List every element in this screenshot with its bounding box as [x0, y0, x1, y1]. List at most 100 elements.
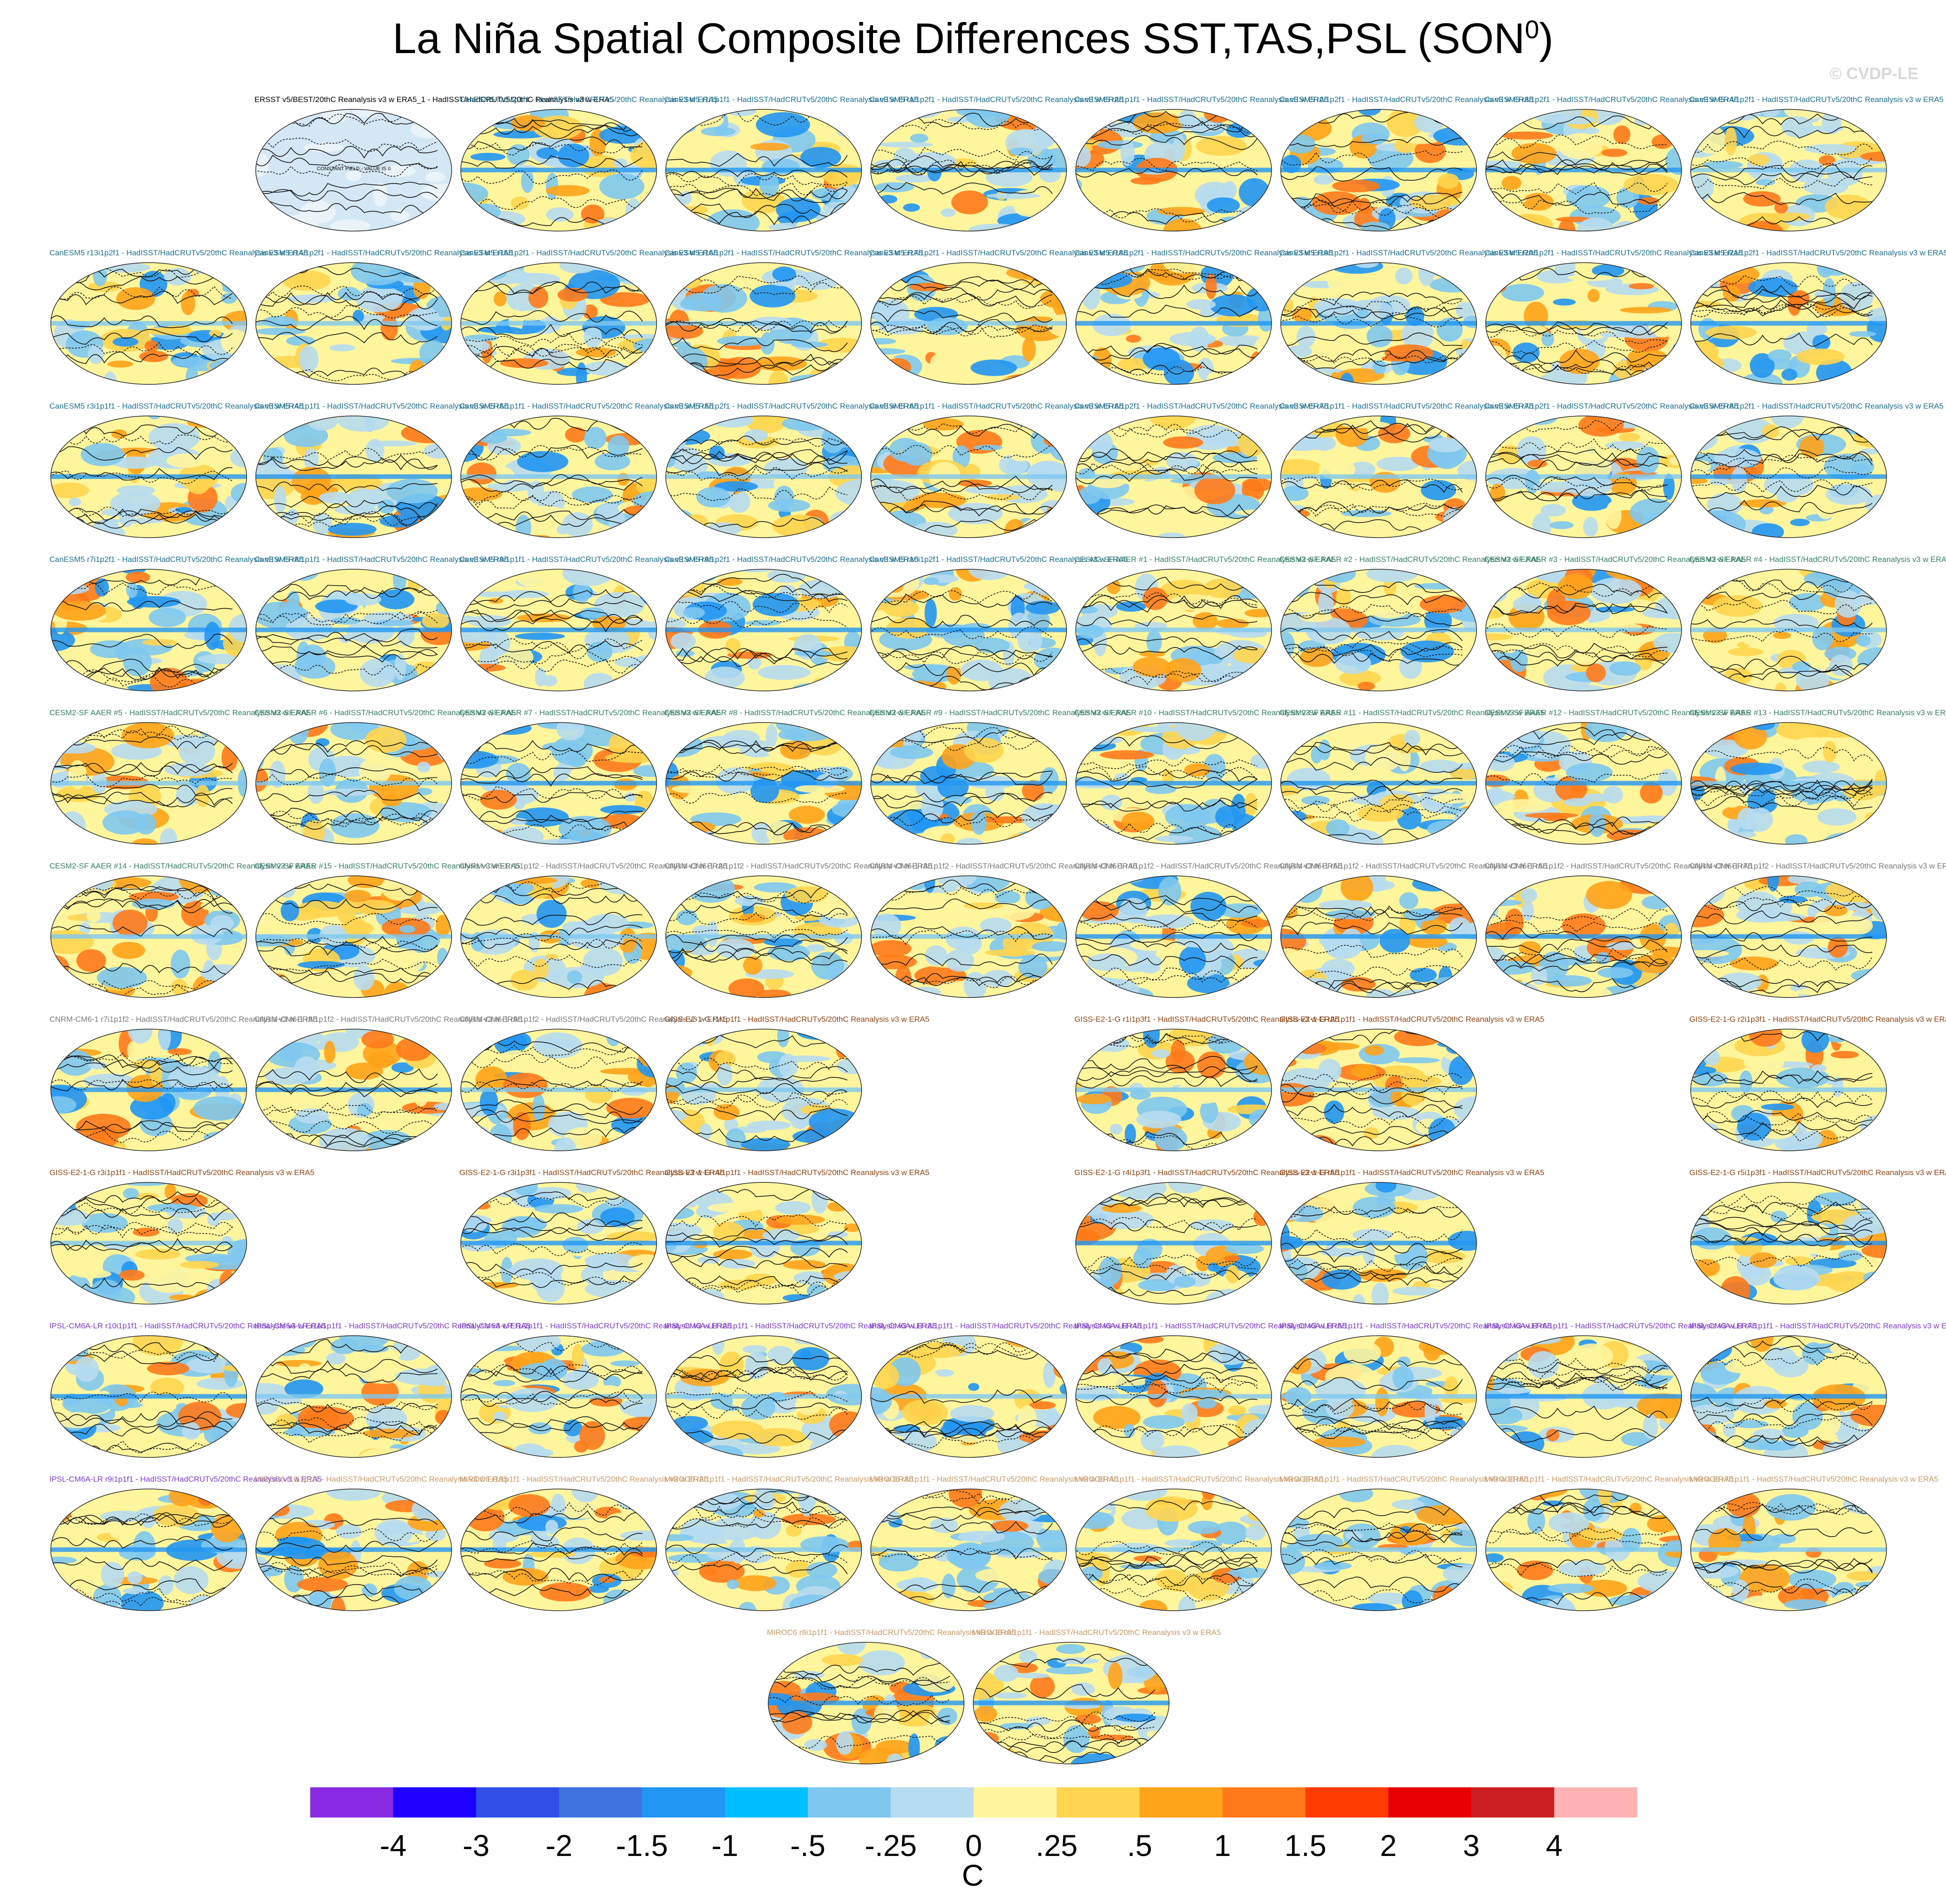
- panel-label: CESM2-SF AAER #4 - HadISST/HadCRUTv5/20t…: [1689, 555, 1946, 564]
- panel-label: CanESM5 r9i1p2f1 - HadISST/HadCRUTv5/20t…: [664, 555, 919, 564]
- panel-label: CanESM5 r17i1p2f1 - HadISST/HadCRUTv5/20…: [869, 248, 1128, 257]
- globe-map: [1690, 1335, 1887, 1458]
- map-panel: CanESM5 r2i1p1f1 - HadISST/HadCRUTv5/20t…: [1074, 95, 1329, 246]
- panel-label: CanESM5 r7i1p1f1 - HadISST/HadCRUTv5/20t…: [1279, 402, 1534, 410]
- globe-map: [665, 1335, 862, 1458]
- map-panel: CanESM5 r8i1p1f1 - HadISST/HadCRUTv5/20t…: [254, 555, 509, 706]
- globe-map: [460, 415, 657, 538]
- globe-map: [50, 569, 247, 691]
- map-panel: CNRM-CM6-1 r5i1p1f2 - HadISST/HadCRUTv5/…: [1279, 862, 1547, 1013]
- globe-map: [870, 262, 1067, 385]
- globe-map: [460, 875, 657, 998]
- globe-map: [1690, 722, 1887, 845]
- map-panel: GISS-E2-1-G r5i1p3f1 - HadISST/HadCRUTv5…: [1689, 1168, 1946, 1319]
- globe-map: [1280, 1335, 1477, 1458]
- map-panel: CESM2-SF AAER #13 - HadISST/HadCRUTv5/20…: [1689, 708, 1946, 859]
- map-panel: CanESM5 r20i1p2f1 - HadISST/HadCRUTv5/20…: [1484, 248, 1743, 399]
- panel-label: IPSL-CM6A-LR r3i1p1f1 - HadISST/HadCRUTv…: [869, 1321, 1142, 1330]
- map-panel: GISS-E2-1-G r3i1p1f1 - HadISST/HadCRUTv5…: [49, 1168, 314, 1319]
- map-panel: CESM2-SF AAER #6 - HadISST/HadCRUTv5/20t…: [254, 708, 516, 859]
- panel-label: MIROC6 r9i1p1f1 - HadISST/HadCRUTv5/20th…: [972, 1628, 1221, 1637]
- map-panel: IPSL-CM6A-LR r4i1p1f1 - HadISST/HadCRUTv…: [1074, 1321, 1347, 1472]
- globe-map: [460, 722, 657, 845]
- panel-label: CNRM-CM6-1 r2i1p1f2 - HadISST/HadCRUTv5/…: [664, 862, 933, 870]
- panel-label: CanESM5 r4i1p1f1 - HadISST/HadCRUTv5/20t…: [254, 402, 509, 410]
- panel-label: CanESM5 r18i1p2f1 - HadISST/HadCRUTv5/20…: [1074, 248, 1333, 257]
- panel-label: GISS-E2-1-G r1i1p1f1 - HadISST/HadCRUTv5…: [664, 1015, 930, 1024]
- panel-label: MIROC6 r4i1p1f1 - HadISST/HadCRUTv5/20th…: [1074, 1475, 1324, 1483]
- map-panel: CanESM5 r14i1p2f1 - HadISST/HadCRUTv5/20…: [254, 248, 513, 399]
- map-panel: CanESM5 r4i1p1f1 - HadISST/HadCRUTv5/20t…: [254, 402, 509, 553]
- panel-label: GISS-E2-1-G r5i1p3f1 - HadISST/HadCRUTv5…: [1689, 1168, 1946, 1177]
- panel-label: CanESM5 r5i1p2f1 - HadISST/HadCRUTv5/20t…: [664, 402, 919, 410]
- colorbar-swatch: [393, 1787, 476, 1818]
- panel-label: CESM2-SF AAER #1 - HadISST/HadCRUTv5/20t…: [1074, 555, 1336, 564]
- panel-label: CESM2-SF AAER #11 - HadISST/HadCRUTv5/20…: [1279, 708, 1545, 717]
- map-panel: MIROC6 r9i1p1f1 - HadISST/HadCRUTv5/20th…: [972, 1628, 1221, 1779]
- globe-map: [1690, 569, 1887, 691]
- colorbar-tick-label: 3: [1463, 1828, 1480, 1862]
- map-panel: GISS-E2-1-G r5i1p1f1 - HadISST/HadCRUTv5…: [1279, 1168, 1544, 1319]
- colorbar-tick-label: -1.5: [616, 1828, 668, 1862]
- colorbar: [310, 1787, 1637, 1818]
- panel-label: MIROC6 r6i1p1f1 - HadISST/HadCRUTv5/20th…: [1484, 1475, 1734, 1483]
- map-panel: CanESM5 r6i1p2f1 - HadISST/HadCRUTv5/20t…: [1074, 402, 1329, 553]
- panel-label: MIROC6 r8i1p1f1 - HadISST/HadCRUTv5/20th…: [767, 1628, 1016, 1637]
- colorbar-tick-label: -1: [711, 1828, 739, 1862]
- panel-label: IPSL-CM6A-LR r5i1p1f1 - HadISST/HadCRUTv…: [1279, 1321, 1552, 1330]
- map-panel: IPSL-CM6A-LR r11i1p1f1 - HadISST/HadCRUT…: [254, 1321, 530, 1472]
- panel-label: IPSL-CM6A-LR r2i1p1f1 - HadISST/HadCRUTv…: [664, 1321, 937, 1330]
- globe-map: [1280, 262, 1477, 385]
- globe-map: [665, 109, 862, 232]
- globe-map: [460, 569, 657, 691]
- panel-label: CanESM5 r8i1p1f1 - HadISST/HadCRUTv5/20t…: [254, 555, 509, 564]
- globe-map: [1485, 1335, 1682, 1458]
- globe-map: [50, 1182, 247, 1305]
- globe-map: [665, 722, 862, 845]
- map-panel: GISS-E2-1-G r1i1p3f1 - HadISST/HadCRUTv5…: [1074, 1015, 1339, 1166]
- globe-map: [665, 1182, 862, 1305]
- panel-label: CanESM5 r7i1p2f1 - HadISST/HadCRUTv5/20t…: [49, 555, 304, 564]
- map-panel: CESM2-SF AAER #8 - HadISST/HadCRUTv5/20t…: [664, 708, 926, 859]
- map-panel: CanESM5 r5i1p1f1 - HadISST/HadCRUTv5/20t…: [459, 402, 714, 553]
- globe-map: [665, 1029, 862, 1151]
- globe-map: [255, 722, 452, 845]
- map-panel: MIROC6 r4i1p1f1 - HadISST/HadCRUTv5/20th…: [1074, 1475, 1324, 1626]
- map-panel: CanESM5 r15i1p2f1 - HadISST/HadCRUTv5/20…: [459, 248, 718, 399]
- panel-label: CNRM-CM6-1 r7i1p1f2 - HadISST/HadCRUTv5/…: [1689, 862, 1946, 870]
- globe-map: [255, 569, 452, 691]
- globe-map: CONSTANT FIELD - VALUE IS 0: [255, 109, 452, 232]
- globe-map: [1485, 875, 1682, 998]
- globe-map: [1280, 875, 1477, 998]
- globe-map: [1075, 109, 1272, 232]
- map-panel: CanESM5 r1i1p1f1 - HadISST/HadCRUTv5/20t…: [664, 95, 919, 246]
- globe-map: [768, 1642, 965, 1764]
- globe-map: [665, 415, 862, 538]
- panel-label: MIROC6 r3i1p1f1 - HadISST/HadCRUTv5/20th…: [869, 1475, 1119, 1483]
- map-panel: CESM2-SF AAER #10 - HadISST/HadCRUTv5/20…: [1074, 708, 1340, 859]
- panel-label: GISS-E2-1-G r3i1p3f1 - HadISST/HadCRUTv5…: [459, 1168, 725, 1177]
- panel-label: CanESM5 r14i1p2f1 - HadISST/HadCRUTv5/20…: [254, 248, 513, 257]
- globe-map: [1690, 1489, 1887, 1611]
- panel-label: MIROC6 r7i1p1f1 - HadISST/HadCRUTv5/20th…: [1689, 1475, 1939, 1483]
- colorbar-swatch: [310, 1787, 394, 1818]
- globe-map: [1075, 1335, 1272, 1458]
- colorbar-swatch: [974, 1787, 1057, 1818]
- panel-label: CanESM5 r1i1p1f1 - HadISST/HadCRUTv5/20t…: [664, 95, 919, 104]
- map-panel: GISS-E2-1-G r4i1p3f1 - HadISST/HadCRUTv5…: [1074, 1168, 1339, 1319]
- globe-map: [870, 722, 1067, 845]
- globe-map: [1075, 262, 1272, 385]
- panel-label: CNRM-CM6-1 r6i1p1f2 - HadISST/HadCRUTv5/…: [1484, 862, 1752, 870]
- colorbar-tick-label: -.25: [864, 1828, 917, 1862]
- globe-map: [1075, 1029, 1272, 1151]
- globe-map: [1485, 1489, 1682, 1611]
- panel-label: IPSL-CM6A-LR r4i1p1f1 - HadISST/HadCRUTv…: [1074, 1321, 1347, 1330]
- globe-map: [1485, 415, 1682, 538]
- map-panel: CanESM5 r9i1p2f1 - HadISST/HadCRUTv5/20t…: [664, 555, 919, 706]
- panel-label: GISS-E2-1-G r2i1p3f1 - HadISST/HadCRUTv5…: [1689, 1015, 1946, 1024]
- globe-map: [1075, 1489, 1272, 1611]
- map-panel: CESM2-SF AAER #9 - HadISST/HadCRUTv5/20t…: [869, 708, 1131, 859]
- map-panel: CanESM5 r19i1p2f1 - HadISST/HadCRUTv5/20…: [1279, 248, 1538, 399]
- map-panel: CanESM5 r10i1p1f1 - HadISST/HadCRUTv5/20…: [459, 95, 718, 246]
- panel-label: CanESM5 r1i1p2f1 - HadISST/HadCRUTv5/20t…: [869, 95, 1124, 104]
